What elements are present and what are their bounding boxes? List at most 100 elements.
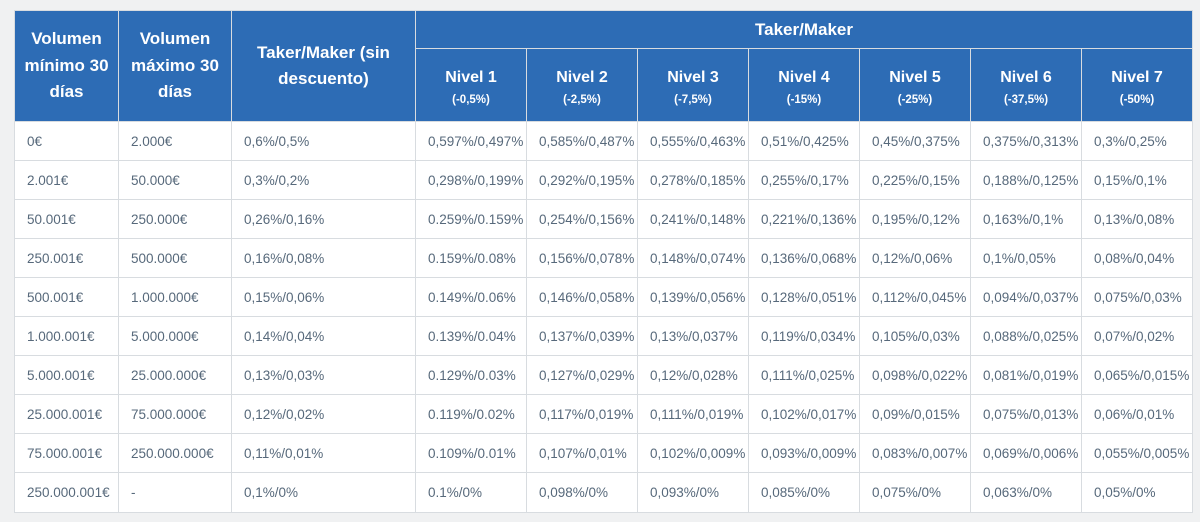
cell-level-5: 0,083%/0,007% <box>859 433 971 473</box>
level-discount: (-0,5%) <box>452 93 490 106</box>
cell-volume-max: 1.000.000€ <box>118 277 232 317</box>
header-level-2: Nivel 2 (-2,5%) <box>526 48 638 122</box>
cell-level-5: 0,098%/0,022% <box>859 355 971 395</box>
cell-level-5: 0,09%/0,015% <box>859 394 971 434</box>
level-label: Nivel 4 <box>778 68 830 86</box>
level-discount: (-25%) <box>897 93 933 106</box>
cell-volume-min: 0€ <box>14 121 119 161</box>
cell-volume-max: 500.000€ <box>118 238 232 278</box>
table-row: 250.001€ 500.000€ 0,16%/0,08% 0.159%/0.0… <box>14 238 1194 278</box>
cell-base-fee: 0,13%/0,03% <box>231 355 416 395</box>
level-discount: (-50%) <box>1119 93 1155 106</box>
fee-table-header: Volumen mínimo 30 días Volumen máximo 30… <box>14 10 1194 122</box>
cell-level-3: 0,139%/0,056% <box>637 277 749 317</box>
header-base-fee: Taker/Maker (sin descuento) <box>231 10 416 122</box>
cell-level-1: 0.159%/0.08% <box>415 238 527 278</box>
header-level-3: Nivel 3 (-7,5%) <box>637 48 749 122</box>
cell-level-4: 0,119%/0,034% <box>748 316 860 356</box>
cell-level-3: 0,241%/0,148% <box>637 199 749 239</box>
header-volume-min: Volumen mínimo 30 días <box>14 10 119 122</box>
cell-volume-max: 75.000.000€ <box>118 394 232 434</box>
cell-level-6: 0,094%/0,037% <box>970 277 1082 317</box>
level-discount: (-2,5%) <box>563 93 601 106</box>
cell-level-3: 0,13%/0,037% <box>637 316 749 356</box>
cell-level-3: 0,12%/0,028% <box>637 355 749 395</box>
cell-level-6: 0,088%/0,025% <box>970 316 1082 356</box>
cell-volume-min: 25.000.001€ <box>14 394 119 434</box>
cell-level-4: 0,111%/0,025% <box>748 355 860 395</box>
cell-base-fee: 0,3%/0,2% <box>231 160 416 200</box>
cell-base-fee: 0,11%/0,01% <box>231 433 416 473</box>
cell-level-3: 0,148%/0,074% <box>637 238 749 278</box>
table-row: 500.001€ 1.000.000€ 0,15%/0,06% 0.149%/0… <box>14 277 1194 317</box>
header-level-6: Nivel 6 (-37,5%) <box>970 48 1082 122</box>
cell-level-4: 0,085%/0% <box>748 472 860 513</box>
level-label: Nivel 1 <box>445 68 497 86</box>
cell-level-6: 0,069%/0,006% <box>970 433 1082 473</box>
cell-base-fee: 0,12%/0,02% <box>231 394 416 434</box>
cell-level-6: 0,075%/0,013% <box>970 394 1082 434</box>
cell-volume-min: 250.001€ <box>14 238 119 278</box>
cell-level-1: 0.139%/0.04% <box>415 316 527 356</box>
cell-level-4: 0,51%/0,425% <box>748 121 860 161</box>
cell-level-2: 0,107%/0,01% <box>526 433 638 473</box>
cell-level-5: 0,12%/0,06% <box>859 238 971 278</box>
header-level-4: Nivel 4 (-15%) <box>748 48 860 122</box>
cell-level-3: 0,555%/0,463% <box>637 121 749 161</box>
cell-volume-min: 2.001€ <box>14 160 119 200</box>
cell-level-4: 0,255%/0,17% <box>748 160 860 200</box>
table-row: 5.000.001€ 25.000.000€ 0,13%/0,03% 0.129… <box>14 355 1194 395</box>
table-row: 1.000.001€ 5.000.000€ 0,14%/0,04% 0.139%… <box>14 316 1194 356</box>
cell-base-fee: 0,16%/0,08% <box>231 238 416 278</box>
level-label: Nivel 6 <box>1000 68 1052 86</box>
cell-level-2: 0,117%/0,019% <box>526 394 638 434</box>
cell-level-4: 0,093%/0,009% <box>748 433 860 473</box>
cell-volume-max: - <box>118 472 232 513</box>
fee-table: Volumen mínimo 30 días Volumen máximo 30… <box>14 10 1194 513</box>
level-discount: (-15%) <box>786 93 822 106</box>
cell-level-2: 0,098%/0% <box>526 472 638 513</box>
cell-level-1: 0,597%/0,497% <box>415 121 527 161</box>
cell-level-6: 0,163%/0,1% <box>970 199 1082 239</box>
header-level-7: Nivel 7 (-50%) <box>1080 48 1194 122</box>
cell-level-2: 0,292%/0,195% <box>526 160 638 200</box>
level-label: Nivel 7 <box>1111 68 1163 86</box>
cell-level-5: 0,195%/0,12% <box>859 199 971 239</box>
cell-level-4: 0,136%/0,068% <box>748 238 860 278</box>
cell-level-1: 0.109%/0.01% <box>415 433 527 473</box>
cell-volume-min: 50.001€ <box>14 199 119 239</box>
table-row: 50.001€ 250.000€ 0,26%/0,16% 0.259%/0.15… <box>14 199 1194 239</box>
table-row: 2.001€ 50.000€ 0,3%/0,2% 0,298%/0,199% 0… <box>14 160 1194 200</box>
cell-volume-min: 75.000.001€ <box>14 433 119 473</box>
cell-base-fee: 0,6%/0,5% <box>231 121 416 161</box>
table-row: 250.000.001€ - 0,1%/0% 0.1%/0% 0,098%/0%… <box>14 472 1194 513</box>
cell-level-1: 0.1%/0% <box>415 472 527 513</box>
cell-level-2: 0,254%/0,156% <box>526 199 638 239</box>
cell-level-7: 0,15%/0,1% <box>1080 160 1194 200</box>
cell-volume-max: 5.000.000€ <box>118 316 232 356</box>
cell-volume-max: 50.000€ <box>118 160 232 200</box>
level-discount: (-7,5%) <box>674 93 712 106</box>
cell-level-2: 0,156%/0,078% <box>526 238 638 278</box>
cell-base-fee: 0,26%/0,16% <box>231 199 416 239</box>
level-discount: (-37,5%) <box>1003 93 1049 106</box>
cell-level-3: 0,111%/0,019% <box>637 394 749 434</box>
cell-level-1: 0.129%/0.03% <box>415 355 527 395</box>
cell-volume-min: 1.000.001€ <box>14 316 119 356</box>
cell-level-7: 0,055%/0,005% <box>1080 433 1194 473</box>
cell-base-fee: 0,14%/0,04% <box>231 316 416 356</box>
cell-base-fee: 0,15%/0,06% <box>231 277 416 317</box>
cell-level-5: 0,225%/0,15% <box>859 160 971 200</box>
header-level-5: Nivel 5 (-25%) <box>859 48 971 122</box>
cell-level-5: 0,45%/0,375% <box>859 121 971 161</box>
cell-level-4: 0,221%/0,136% <box>748 199 860 239</box>
cell-volume-max: 25.000.000€ <box>118 355 232 395</box>
cell-level-3: 0,093%/0% <box>637 472 749 513</box>
cell-level-2: 0,585%/0,487% <box>526 121 638 161</box>
cell-level-2: 0,137%/0,039% <box>526 316 638 356</box>
cell-level-7: 0,06%/0,01% <box>1080 394 1194 434</box>
table-row: 75.000.001€ 250.000.000€ 0,11%/0,01% 0.1… <box>14 433 1194 473</box>
fee-table-container: Volumen mínimo 30 días Volumen máximo 30… <box>14 10 1194 513</box>
cell-volume-max: 2.000€ <box>118 121 232 161</box>
cell-level-7: 0,08%/0,04% <box>1080 238 1194 278</box>
